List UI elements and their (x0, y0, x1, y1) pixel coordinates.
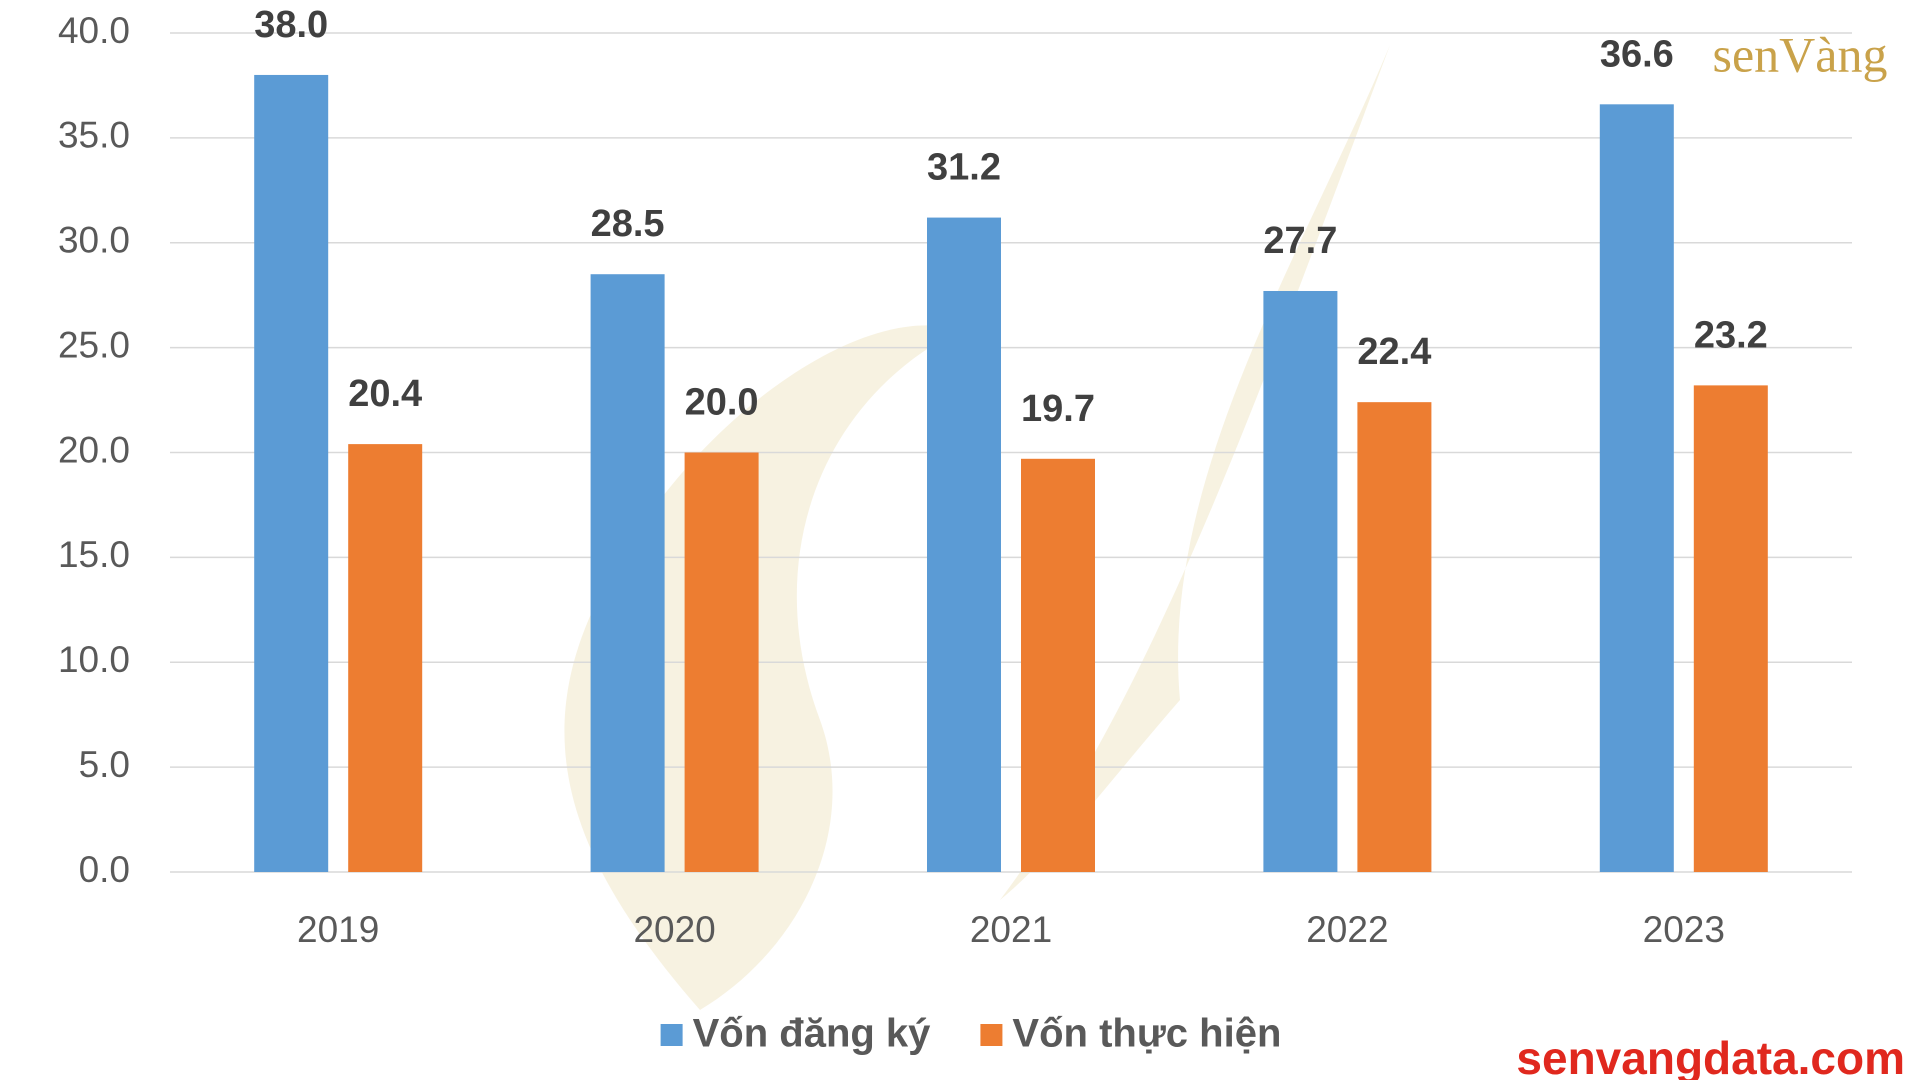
bar (1693, 385, 1768, 872)
y-tick-label: 40.0 (58, 10, 130, 51)
data-label: 22.4 (1357, 331, 1431, 373)
site-url: senvangdata.com (1516, 1032, 1905, 1080)
y-tick-label: 15.0 (58, 534, 130, 575)
data-label: 27.7 (1263, 220, 1337, 262)
bar (684, 452, 759, 872)
legend-label: Vốn đăng ký (693, 1012, 932, 1056)
bar (927, 217, 1001, 872)
x-tick-label: 2022 (1306, 909, 1388, 950)
legend-swatch (980, 1024, 1003, 1046)
legend-swatch (660, 1024, 683, 1046)
bar (1263, 290, 1338, 872)
data-label: 36.6 (1600, 33, 1674, 75)
bar (1357, 402, 1432, 872)
bar (1599, 104, 1674, 872)
x-tick-label: 2020 (633, 909, 715, 950)
x-tick-label: 2021 (970, 909, 1052, 950)
y-tick-label: 35.0 (58, 115, 130, 156)
data-label: 28.5 (591, 203, 665, 245)
y-tick-label: 10.0 (58, 639, 130, 680)
watermark (564, 45, 1390, 1010)
data-label: 31.2 (927, 147, 1001, 189)
y-tick-label: 20.0 (58, 429, 130, 470)
bar (348, 444, 423, 872)
bar (1021, 458, 1095, 872)
legend-label: Vốn thực hiện (1012, 1012, 1281, 1056)
data-label: 20.4 (348, 373, 422, 415)
data-label: 38.0 (254, 4, 328, 46)
y-tick-label: 30.0 (58, 220, 130, 261)
y-tick-label: 0.0 (79, 849, 130, 890)
bar (254, 74, 329, 872)
data-label: 23.2 (1694, 314, 1768, 356)
y-tick-label: 25.0 (58, 324, 130, 365)
data-label: 20.0 (685, 382, 759, 424)
bar (590, 274, 665, 872)
y-tick-label: 5.0 (79, 744, 130, 785)
data-label: 19.7 (1021, 388, 1095, 430)
x-tick-label: 2019 (297, 909, 379, 950)
logo: senVàng (1713, 26, 1888, 82)
x-tick-label: 2023 (1643, 909, 1725, 950)
